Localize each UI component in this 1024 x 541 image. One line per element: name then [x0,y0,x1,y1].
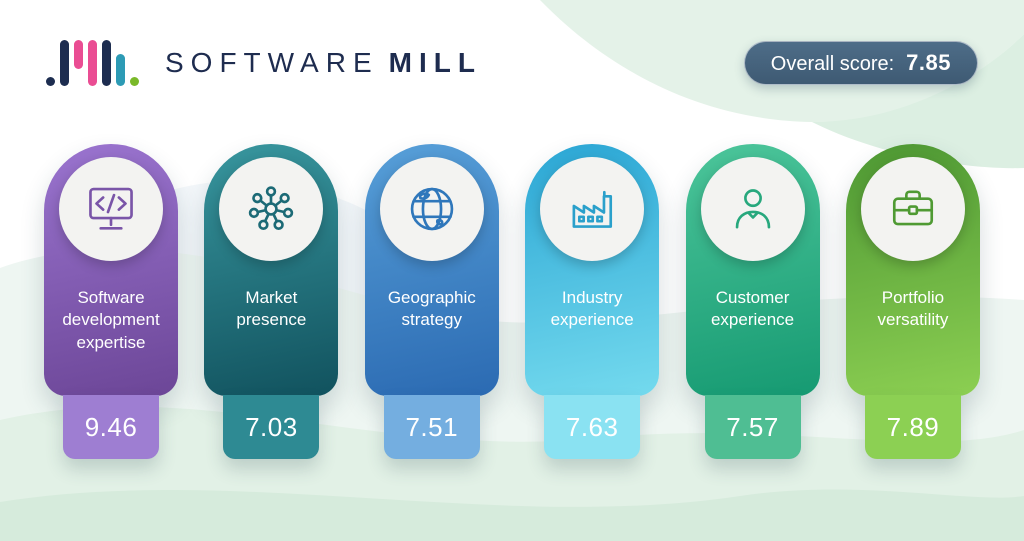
card-label: Software development expertise [62,288,160,352]
header: SOFTWARE MILL Overall score: 7.85 [0,0,1024,86]
icon-circle [700,157,805,261]
brand-name-primary: SOFTWARE [165,47,379,78]
icon-circle [860,157,965,261]
card-pill: Industry experience [525,144,660,396]
score-card-market-presence: Market presence 7.03 [204,144,339,459]
icon-circle [379,157,484,261]
score-card-portfolio-versatility: Portfolio versatility 7.89 [845,144,980,459]
score-card-customer-experience: Customer experience 7.57 [685,144,820,459]
network-icon [249,186,294,231]
score-card-industry-experience: Industry experience 7.63 [525,144,660,459]
card-score: 7.51 [383,395,480,459]
card-score: 7.57 [704,395,801,459]
score-card-software-development-expertise: Software development expertise 9.46 [44,144,178,459]
card-score: 7.89 [864,395,961,459]
card-score: 7.03 [223,395,320,459]
icon-circle [540,157,645,261]
card-label: Industry experience [550,288,634,330]
softwaremill-logo-icon [46,40,139,86]
overall-score-value: 7.85 [906,50,951,75]
card-pill: Software development expertise [44,144,178,396]
score-card-geographic-strategy: Geographic strategy 7.51 [364,144,499,459]
brand-name: SOFTWARE MILL [165,47,482,79]
score-cards: Software development expertise 9.46 [0,144,1024,459]
card-pill: Portfolio versatility [845,144,980,396]
card-pill: Market presence [204,144,339,396]
brand-name-secondary: MILL [388,47,482,78]
briefcase-icon [892,190,934,226]
card-pill: Customer experience [685,144,820,396]
card-label: Geographic strategy [387,288,476,330]
card-label: Market presence [236,288,307,330]
card-score: 9.46 [63,395,159,459]
monitor-code-icon [89,187,133,230]
card-label: Customer experience [710,288,795,330]
overall-score-badge: Overall score: 7.85 [743,41,978,85]
factory-icon [572,190,613,228]
brand: SOFTWARE MILL [46,40,482,86]
card-pill: Geographic strategy [364,144,499,396]
customer-icon [735,189,770,229]
card-score: 7.63 [544,395,641,459]
icon-circle [59,157,163,261]
overall-score-label: Overall score: [770,53,895,75]
card-label: Portfolio versatility [877,288,949,330]
icon-circle [219,157,324,261]
globe-icon [410,187,454,231]
